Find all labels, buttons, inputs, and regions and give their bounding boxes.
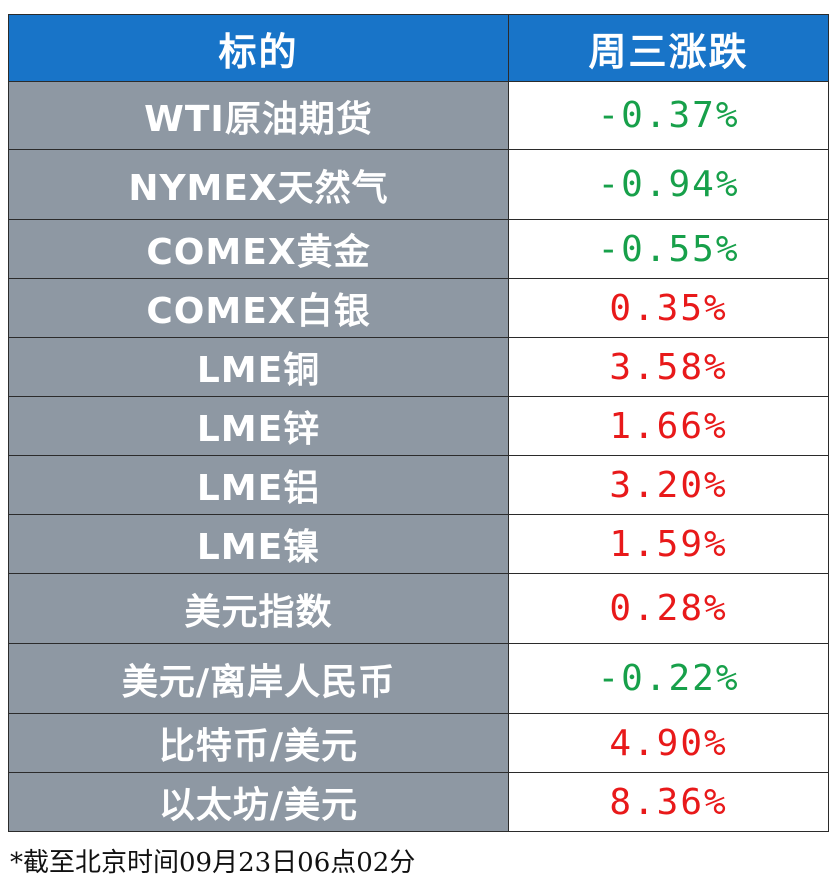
- instrument-name: COMEX白银: [8, 278, 509, 338]
- change-value: 3.20%: [508, 455, 829, 515]
- header-change: 周三涨跌: [508, 14, 829, 82]
- instrument-name: 美元/离岸人民币: [8, 643, 509, 714]
- table-row: COMEX黄金 -0.55%: [8, 219, 829, 279]
- table-row: 比特币/美元 4.90%: [8, 713, 829, 773]
- instrument-name: NYMEX天然气: [8, 149, 509, 220]
- instrument-name: 美元指数: [8, 573, 509, 644]
- table-header-row: 标的 周三涨跌: [8, 14, 829, 82]
- table-row: WTI原油期货 -0.37%: [8, 81, 829, 150]
- change-value: 0.35%: [508, 278, 829, 338]
- table-row: LME镍 1.59%: [8, 514, 829, 574]
- table-row: 美元/离岸人民币 -0.22%: [8, 643, 829, 714]
- instrument-name: 以太坊/美元: [8, 772, 509, 832]
- header-instrument: 标的: [8, 14, 509, 82]
- change-value: 1.66%: [508, 396, 829, 456]
- table-row: COMEX白银 0.35%: [8, 278, 829, 338]
- table-row: 美元指数 0.28%: [8, 573, 829, 644]
- change-value: 8.36%: [508, 772, 829, 832]
- change-value: -0.37%: [508, 81, 829, 150]
- instrument-name: LME铝: [8, 455, 509, 515]
- change-value: -0.22%: [508, 643, 829, 714]
- footnote: *截至北京时间09月23日06点02分: [10, 848, 416, 878]
- table-row: LME铜 3.58%: [8, 337, 829, 397]
- market-change-table: 标的 周三涨跌 WTI原油期货 -0.37% NYMEX天然气 -0.94% COMEX…: [8, 14, 829, 832]
- table-row: NYMEX天然气 -0.94%: [8, 149, 829, 220]
- change-value: 0.28%: [508, 573, 829, 644]
- instrument-name: 比特币/美元: [8, 713, 509, 773]
- instrument-name: LME锌: [8, 396, 509, 456]
- change-value: 4.90%: [508, 713, 829, 773]
- change-value: 3.58%: [508, 337, 829, 397]
- instrument-name: COMEX黄金: [8, 219, 509, 279]
- change-value: -0.55%: [508, 219, 829, 279]
- change-value: -0.94%: [508, 149, 829, 220]
- change-value: 1.59%: [508, 514, 829, 574]
- table-row: LME锌 1.66%: [8, 396, 829, 456]
- instrument-name: LME铜: [8, 337, 509, 397]
- instrument-name: WTI原油期货: [8, 81, 509, 150]
- instrument-name: LME镍: [8, 514, 509, 574]
- table-row: 以太坊/美元 8.36%: [8, 772, 829, 832]
- table-row: LME铝 3.20%: [8, 455, 829, 515]
